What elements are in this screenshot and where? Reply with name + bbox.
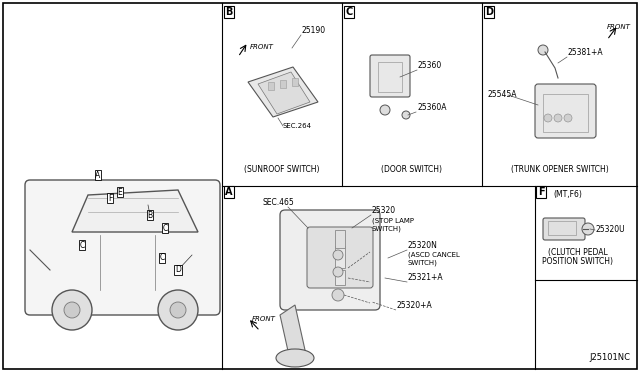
FancyBboxPatch shape (370, 55, 410, 97)
Text: F: F (538, 187, 544, 197)
Text: (ASCD CANCEL: (ASCD CANCEL (408, 252, 460, 259)
Bar (543, 94, 588, 132)
Polygon shape (248, 67, 318, 117)
Text: FRONT: FRONT (252, 316, 276, 322)
Text: 25190: 25190 (302, 26, 326, 35)
Text: 25320: 25320 (372, 206, 396, 215)
Text: E: E (118, 187, 122, 196)
Circle shape (333, 250, 343, 260)
Text: C: C (79, 241, 84, 250)
Text: POSITION SWITCH): POSITION SWITCH) (543, 257, 614, 266)
Circle shape (582, 223, 594, 235)
Circle shape (52, 290, 92, 330)
Text: B: B (225, 7, 233, 17)
Circle shape (402, 111, 410, 119)
Text: 25320N: 25320N (408, 241, 438, 250)
Text: FRONT: FRONT (250, 44, 274, 50)
Bar (378, 62, 402, 92)
Text: 25320+A: 25320+A (397, 301, 433, 310)
Polygon shape (280, 305, 305, 360)
Text: (STOP LAMP: (STOP LAMP (372, 217, 414, 224)
Text: (TRUNK OPENER SWITCH): (TRUNK OPENER SWITCH) (511, 165, 609, 174)
Text: (DOOR SWITCH): (DOOR SWITCH) (381, 165, 442, 174)
Text: 25320U: 25320U (596, 225, 626, 234)
Circle shape (158, 290, 198, 330)
FancyBboxPatch shape (307, 227, 373, 288)
Bar (335, 246, 345, 268)
Text: F: F (108, 193, 112, 202)
Bar (548, 221, 576, 235)
FancyBboxPatch shape (543, 218, 585, 240)
Text: D: D (175, 266, 181, 275)
Text: FRONT: FRONT (607, 24, 631, 30)
Text: SWITCH): SWITCH) (408, 260, 438, 266)
Text: J25101NC: J25101NC (589, 353, 630, 362)
FancyBboxPatch shape (25, 180, 220, 315)
FancyBboxPatch shape (280, 210, 380, 310)
Text: C: C (159, 253, 164, 263)
Bar (280, 80, 286, 88)
Circle shape (380, 105, 390, 115)
Circle shape (564, 114, 572, 122)
Circle shape (64, 302, 80, 318)
Polygon shape (258, 72, 310, 114)
Circle shape (332, 289, 344, 301)
Text: A: A (95, 170, 100, 180)
Text: SEC.264: SEC.264 (283, 123, 312, 129)
Circle shape (538, 45, 548, 55)
Text: C: C (163, 224, 168, 232)
Text: 25545A: 25545A (488, 90, 518, 99)
Circle shape (544, 114, 552, 122)
Circle shape (554, 114, 562, 122)
Text: D: D (485, 7, 493, 17)
FancyBboxPatch shape (535, 84, 596, 138)
Bar (268, 82, 274, 90)
Text: 25360: 25360 (418, 61, 442, 70)
Text: (CLUTCH PEDAL: (CLUTCH PEDAL (548, 248, 608, 257)
Text: B: B (147, 211, 152, 219)
Text: SEC.465: SEC.465 (263, 198, 295, 207)
Circle shape (333, 267, 343, 277)
Text: 25381+A: 25381+A (568, 48, 604, 57)
Ellipse shape (276, 349, 314, 367)
Text: (SUNROOF SWITCH): (SUNROOF SWITCH) (244, 165, 320, 174)
Bar (335, 270, 345, 285)
Text: (MT,F6): (MT,F6) (553, 190, 582, 199)
Bar (335, 230, 345, 248)
Text: C: C (346, 7, 353, 17)
Text: SWITCH): SWITCH) (372, 225, 402, 231)
Circle shape (170, 302, 186, 318)
Bar (292, 78, 298, 86)
Text: 25360A: 25360A (418, 103, 447, 112)
Polygon shape (72, 190, 198, 232)
Text: A: A (225, 187, 233, 197)
Text: 25321+A: 25321+A (408, 273, 444, 282)
